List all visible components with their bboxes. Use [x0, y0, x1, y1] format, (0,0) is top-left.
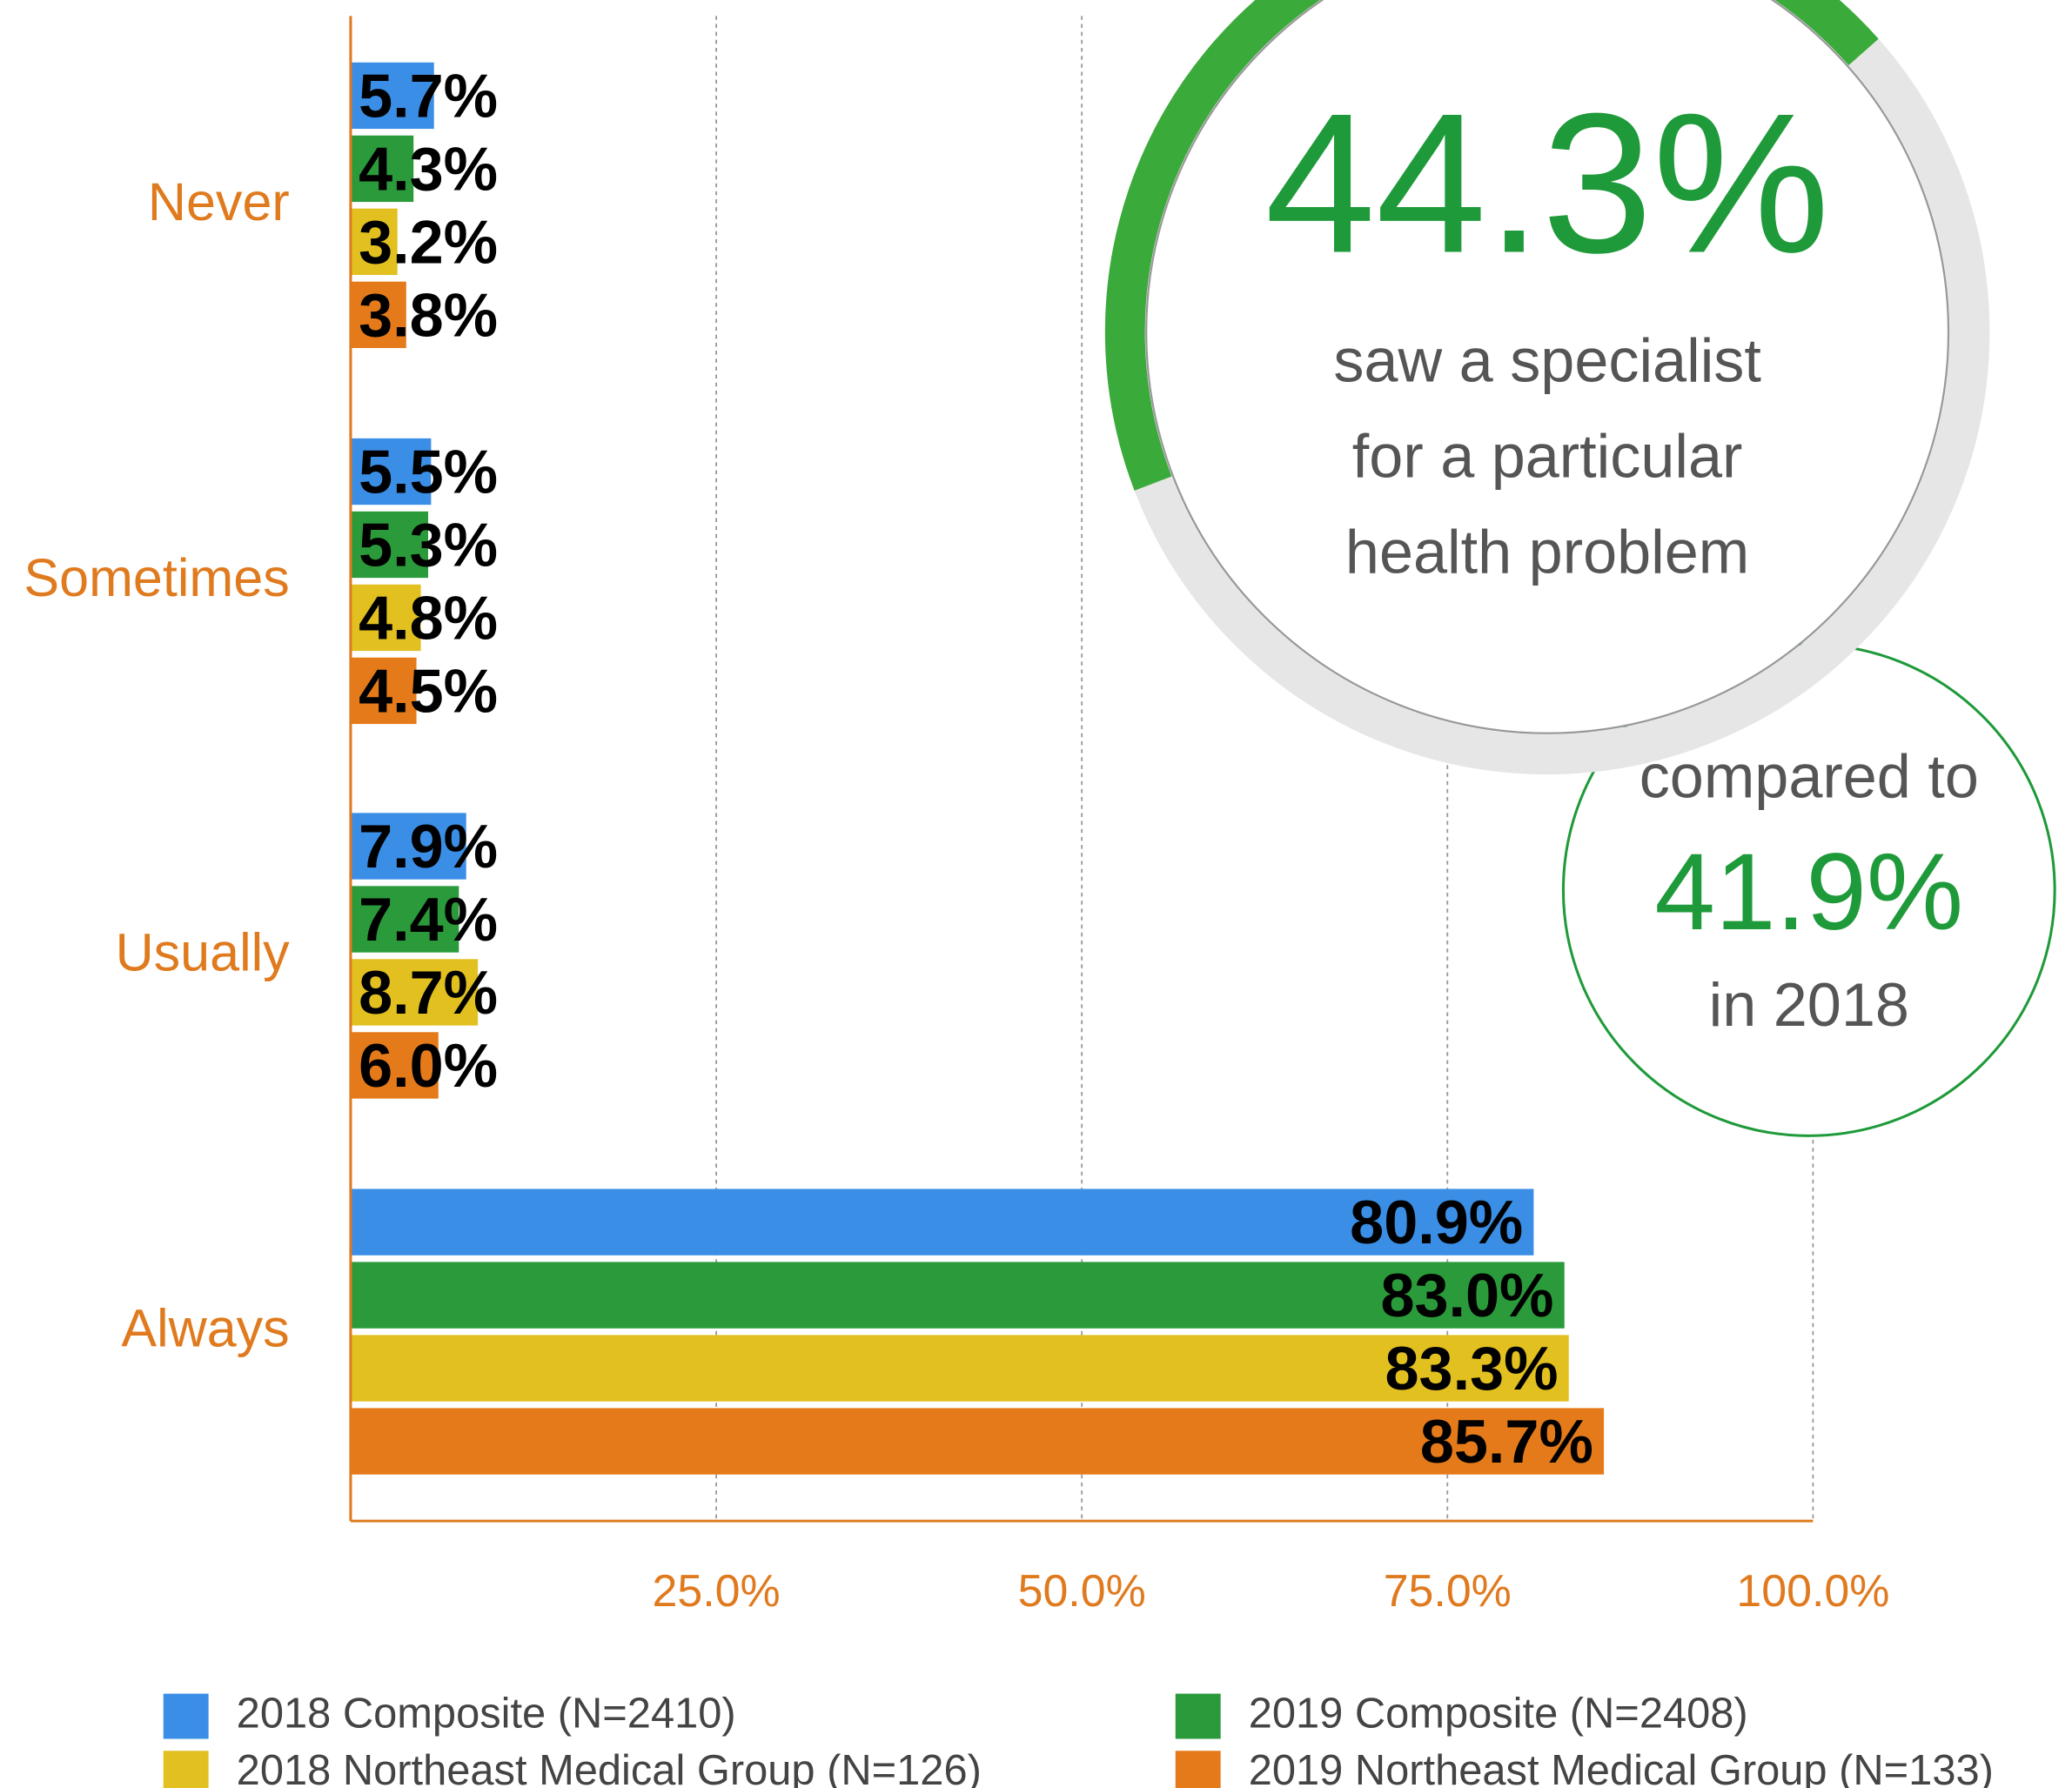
value-label: 7.9% [359, 812, 498, 881]
bar [350, 62, 434, 130]
comparison-value: 41.9% [1654, 831, 1963, 953]
bar [350, 584, 421, 652]
legend-label: 2019 Composite (N=2408) [1249, 1690, 1748, 1737]
x-tick-label: 50.0% [1018, 1565, 1146, 1616]
value-label: 7.4% [359, 885, 498, 954]
value-label: 83.3% [1385, 1334, 1558, 1403]
value-label: 4.5% [359, 657, 498, 726]
callout-value: 44.3% [1265, 71, 1830, 294]
value-label: 3.2% [359, 208, 498, 277]
category-label: Always [121, 1298, 289, 1357]
legend-label: 2018 Northeast Medical Group (N=126) [237, 1747, 982, 1788]
value-label: 4.3% [359, 135, 498, 204]
bar [350, 886, 459, 953]
value-label: 85.7% [1420, 1407, 1593, 1476]
callout-text: for a particular [1352, 421, 1743, 490]
value-label: 5.3% [359, 511, 498, 579]
bar [350, 1335, 1569, 1402]
value-label: 80.9% [1350, 1188, 1523, 1256]
legend-label: 2018 Composite (N=2410) [237, 1690, 736, 1737]
x-tick-label: 75.0% [1384, 1565, 1512, 1616]
bar [350, 438, 432, 506]
comparison-intro: compared to [1639, 741, 1979, 810]
category-label: Never [148, 172, 290, 231]
bar [350, 1262, 1565, 1329]
callout-text: saw a specialist [1333, 325, 1761, 394]
legend-swatch [163, 1693, 209, 1739]
category-label: Usually [116, 922, 291, 981]
bar [350, 135, 414, 203]
bar [350, 208, 398, 276]
bar [350, 959, 479, 1026]
category-label: Sometimes [23, 548, 289, 607]
legend-label: 2019 Northeast Medical Group (N=133) [1249, 1747, 1994, 1788]
bar [350, 657, 417, 725]
bar [350, 511, 429, 579]
value-label: 83.0% [1380, 1261, 1553, 1329]
ring-progress [1104, 0, 1879, 491]
bar [350, 1408, 1605, 1475]
comparison-outro: in 2018 [1709, 970, 1909, 1039]
value-label: 5.7% [359, 62, 498, 131]
callout-text: health problem [1345, 517, 1749, 586]
x-tick-label: 100.0% [1736, 1565, 1889, 1616]
value-label: 4.8% [359, 584, 498, 653]
bar [350, 1032, 439, 1099]
x-tick-label: 25.0% [652, 1565, 780, 1616]
legend-swatch [1175, 1693, 1221, 1739]
value-label: 5.5% [359, 438, 498, 506]
value-label: 6.0% [359, 1031, 498, 1100]
callout-circle [1145, 0, 1950, 734]
legend-swatch [1175, 1751, 1221, 1788]
bar [350, 813, 466, 880]
legend-swatch [163, 1751, 209, 1788]
value-label: 8.7% [359, 958, 498, 1027]
value-label: 3.8% [359, 280, 498, 349]
bar [350, 1189, 1534, 1256]
bar [350, 281, 406, 349]
